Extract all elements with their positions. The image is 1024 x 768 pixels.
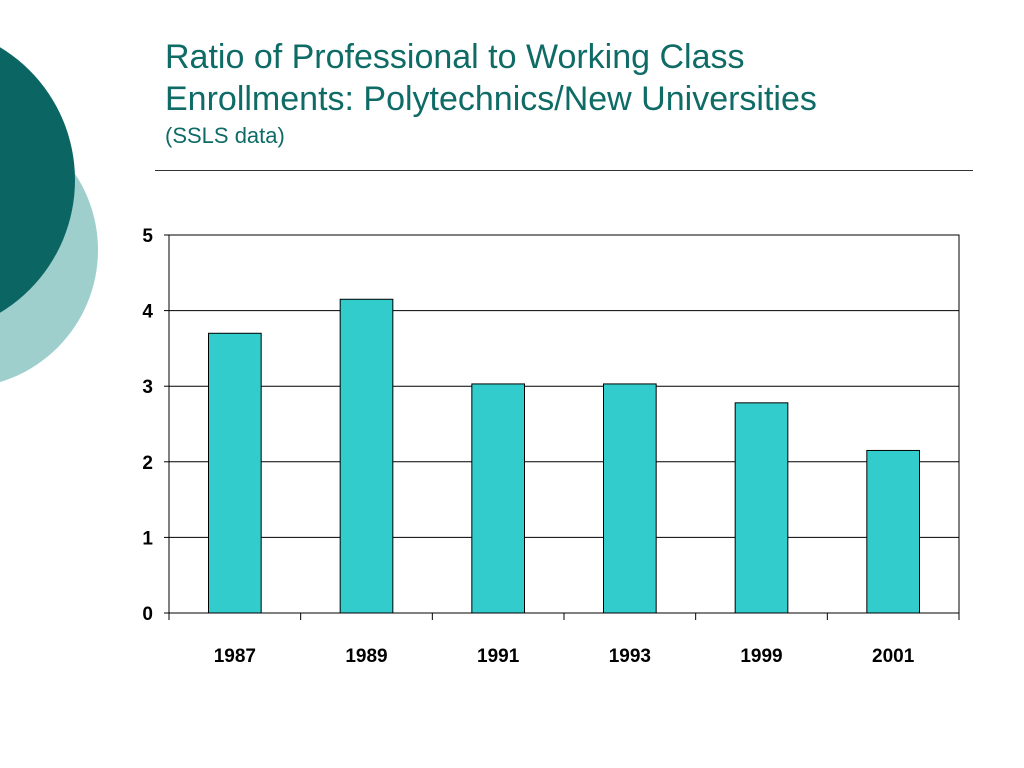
- bar-2001: [866, 449, 920, 614]
- bar-1991: [471, 383, 526, 614]
- bar-1999: [734, 402, 789, 614]
- y-tick-label: 0: [142, 604, 153, 625]
- x-tick-label: 1993: [609, 646, 651, 667]
- slide-title-line-1: Ratio of Professional to Working Class: [165, 38, 745, 76]
- bar-1987: [208, 332, 262, 614]
- y-tick-label: 1: [142, 528, 153, 549]
- bar-1989: [339, 298, 394, 614]
- dark-circle-decoration: [0, 47, 75, 313]
- y-tick-label: 5: [142, 226, 153, 247]
- slide-title-line-2: Enrollments: Polytechnics/New Universiti…: [165, 80, 817, 118]
- x-tick-label: 1999: [740, 646, 782, 667]
- bar-1993: [603, 383, 657, 614]
- x-tick-label: 2001: [872, 646, 915, 667]
- title-block: Ratio of Professional to Working Class E…: [165, 36, 985, 150]
- x-tick-label: 1987: [214, 646, 256, 667]
- slide-subtitle: (SSLS data): [165, 123, 285, 148]
- title-divider: [155, 170, 973, 171]
- y-tick-label: 3: [142, 377, 153, 398]
- decorative-circles: [0, 47, 98, 383]
- y-tick-label: 4: [142, 302, 153, 323]
- x-tick-label: 1989: [345, 646, 387, 667]
- plot-area-frame: [168, 234, 960, 614]
- y-tick-label: 2: [142, 453, 153, 474]
- x-tick-label: 1991: [477, 646, 520, 667]
